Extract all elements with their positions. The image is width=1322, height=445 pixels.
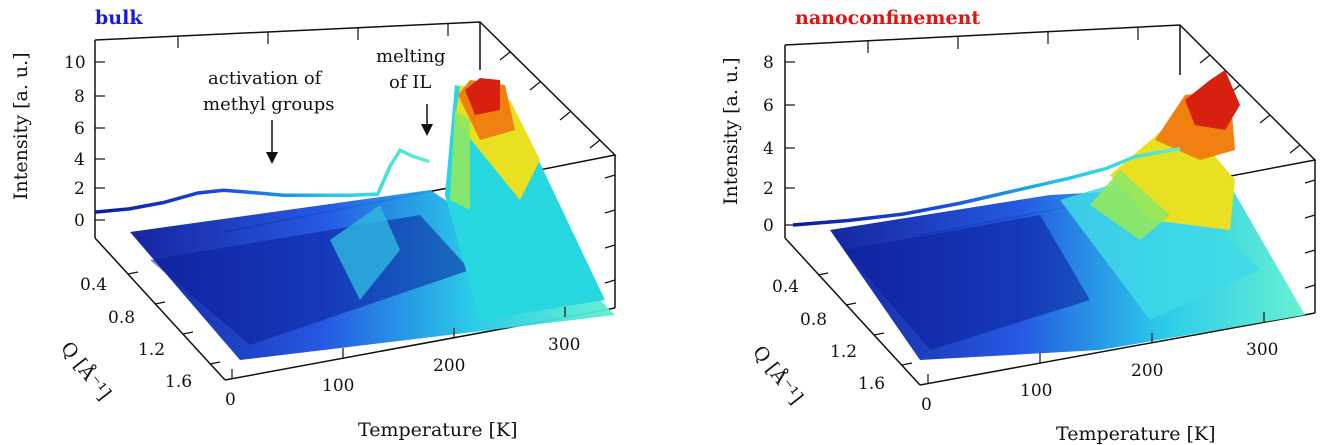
surface-peak-red — [465, 78, 500, 115]
x-tick-label: 100 — [1020, 381, 1052, 401]
x-tick-label: 100 — [322, 376, 354, 396]
q-tick-label: 0.4 — [772, 277, 799, 297]
q-tick-label: 1.2 — [830, 342, 857, 362]
q-axis-label: Q [Å⁻¹] — [748, 342, 807, 409]
q-tick-label: 0.8 — [108, 308, 135, 328]
q-tick-label: 0.8 — [800, 310, 827, 330]
z-tick-label: 2 — [74, 179, 85, 199]
x-axis-label: Temperature [K] — [1056, 423, 1216, 445]
surface-peak-red — [1185, 70, 1240, 130]
surface-mid-green — [1090, 170, 1170, 240]
surface-bump — [330, 205, 400, 300]
z-axis: 0 2 4 6 8 Intensity [a. u.] — [720, 53, 795, 236]
z-axis: 0 2 4 6 8 10 Intensity [a. u.] — [10, 52, 105, 231]
x-tick-label: 0 — [225, 390, 236, 410]
x-axis: 0 100 200 300 Temperature [K] — [921, 312, 1278, 445]
annotation-text: activation of — [208, 68, 323, 89]
x-tick-label: 200 — [1131, 361, 1163, 381]
z-tick-label: 6 — [763, 96, 774, 116]
x-axis-label: Temperature [K] — [358, 419, 518, 441]
panel-bulk: bulk 0 2 4 6 8 10 Intensity [a. u.] — [10, 7, 617, 441]
surface — [130, 78, 615, 360]
x-axis: 0 100 200 300 Temperature [K] — [225, 307, 580, 441]
arrow-head — [266, 152, 278, 164]
z-tick-label: 8 — [74, 87, 85, 107]
z-axis-label: Intensity [a. u.] — [720, 57, 742, 205]
z-tick-label: 4 — [74, 150, 85, 170]
z-axis-label: Intensity [a. u.] — [10, 52, 32, 200]
x-tick-label: 200 — [433, 356, 465, 376]
arrow-head — [421, 124, 433, 136]
z-tick-label: 6 — [74, 119, 85, 139]
annotation-melting: melting of IL — [376, 46, 446, 136]
annotation-text: methyl groups — [203, 94, 335, 115]
surface-floor-dark — [845, 215, 1090, 350]
surface-peak-green — [450, 110, 470, 210]
z-tick-label: 0 — [763, 216, 774, 236]
q-tick-label: 1.2 — [138, 340, 165, 360]
annotation-text: melting — [376, 46, 446, 67]
surface — [830, 70, 1305, 360]
z-tick-label: 4 — [763, 139, 774, 159]
z-tick-label: 0 — [74, 211, 85, 231]
annotation-methyl: activation of methyl groups — [203, 68, 335, 164]
z-tick-label: 10 — [64, 53, 86, 73]
projection-line — [792, 147, 1181, 227]
panel-title: bulk — [95, 7, 143, 29]
box-ticks — [867, 28, 1316, 289]
projection-line — [94, 148, 430, 214]
q-tick-label: 1.6 — [165, 372, 192, 392]
panel-nanoconfinement: nanoconfinement 0 2 4 6 8 Intensity [a. … — [720, 7, 1317, 445]
x-tick-label: 300 — [548, 335, 580, 355]
q-tick-label: 1.6 — [858, 374, 885, 394]
x-tick-label: 0 — [921, 395, 932, 415]
box-ticks — [177, 24, 616, 284]
x-tick-label: 300 — [1246, 340, 1278, 360]
q-tick-label: 0.4 — [80, 275, 107, 295]
panel-title: nanoconfinement — [795, 7, 980, 29]
annotation-text: of IL — [389, 72, 431, 93]
q-axis-label: Q [Å⁻¹] — [56, 338, 115, 405]
z-tick-label: 2 — [763, 179, 774, 199]
z-tick-label: 8 — [763, 53, 774, 73]
